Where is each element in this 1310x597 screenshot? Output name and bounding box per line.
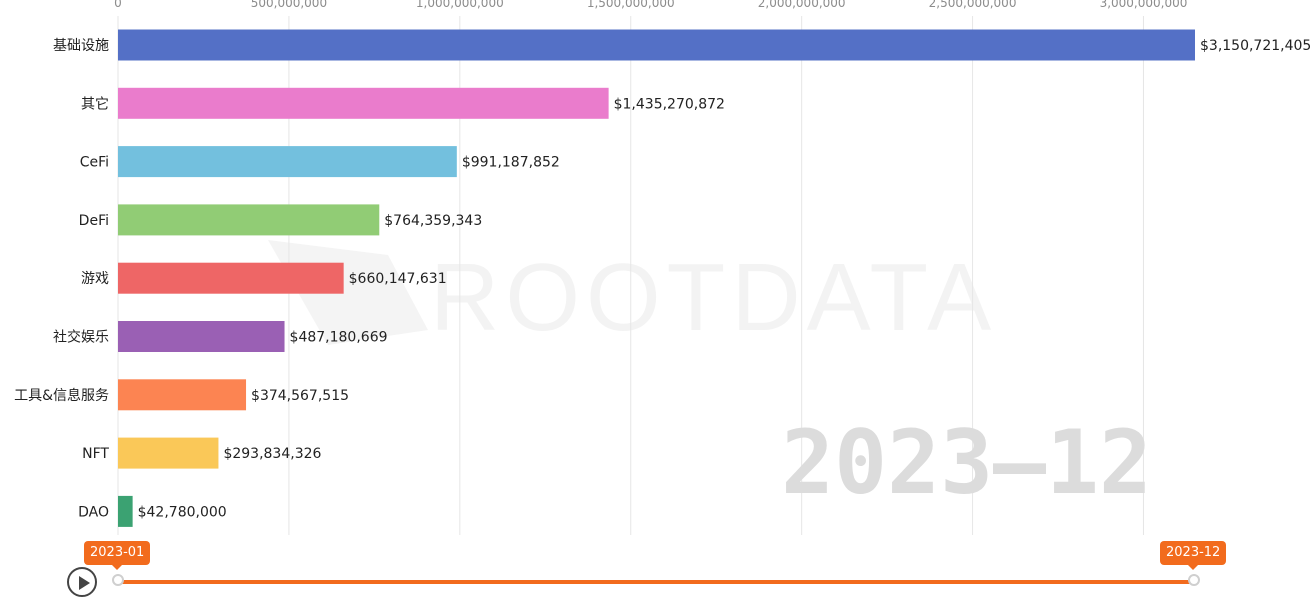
value-label: $42,780,000 — [138, 504, 227, 520]
play-button[interactable] — [67, 567, 97, 597]
bar[interactable] — [118, 29, 1195, 61]
play-icon — [79, 576, 90, 590]
value-label: $991,187,852 — [462, 155, 560, 171]
value-label: $293,834,326 — [223, 446, 321, 462]
value-label: $764,359,343 — [384, 213, 482, 229]
bar-chart: ROOTDATA 0 500,000,000 1,000,000,000 1,500,… — [14, 0, 1310, 535]
bar[interactable] — [118, 379, 247, 411]
bar[interactable] — [118, 437, 219, 469]
category-label: DeFi — [79, 213, 109, 229]
bar[interactable] — [118, 146, 457, 178]
category-label: 基础设施 — [53, 37, 109, 54]
timeline-end-label: 2023-12 — [1160, 541, 1227, 570]
value-label: $660,147,631 — [349, 271, 447, 287]
watermark-text: ROOTDATA — [430, 244, 997, 351]
bar[interactable] — [118, 321, 285, 352]
timeline-track[interactable] — [118, 580, 1194, 584]
bar[interactable] — [118, 495, 133, 527]
value-label: $374,567,515 — [251, 388, 349, 404]
current-period-label: 2023—12 — [781, 411, 1152, 514]
category-label: 工具&信息服务 — [14, 387, 109, 404]
x-tick-label: 1,500,000,000 — [587, 0, 675, 10]
category-label: CeFi — [80, 155, 109, 171]
bar[interactable] — [118, 87, 609, 119]
category-label: NFT — [82, 446, 109, 462]
watermark: ROOTDATA — [268, 240, 997, 351]
x-tick-label: 3,000,000,000 — [1100, 0, 1188, 10]
category-label: DAO — [78, 504, 109, 520]
x-tick-label: 500,000,000 — [251, 0, 327, 10]
category-label: 社交娱乐 — [53, 329, 109, 346]
category-label: 其它 — [81, 95, 109, 112]
bar[interactable] — [118, 204, 380, 236]
x-tick-label: 1,000,000,000 — [416, 0, 504, 10]
timeline-start-label: 2023-01 — [84, 541, 151, 570]
x-tick-label: 0 — [114, 0, 122, 10]
value-label: $3,150,721,405 — [1200, 38, 1310, 54]
value-label: $487,180,669 — [290, 330, 388, 346]
x-tick-label: 2,500,000,000 — [929, 0, 1017, 10]
timeline-end-handle[interactable] — [1188, 574, 1200, 586]
x-tick-label: 2,000,000,000 — [758, 0, 846, 10]
bar[interactable] — [118, 262, 344, 294]
value-label: $1,435,270,872 — [614, 96, 725, 112]
timeline: 2023-01 2023-12 — [0, 535, 1310, 597]
timeline-start-handle[interactable] — [112, 574, 124, 586]
category-label: 游戏 — [81, 271, 109, 287]
